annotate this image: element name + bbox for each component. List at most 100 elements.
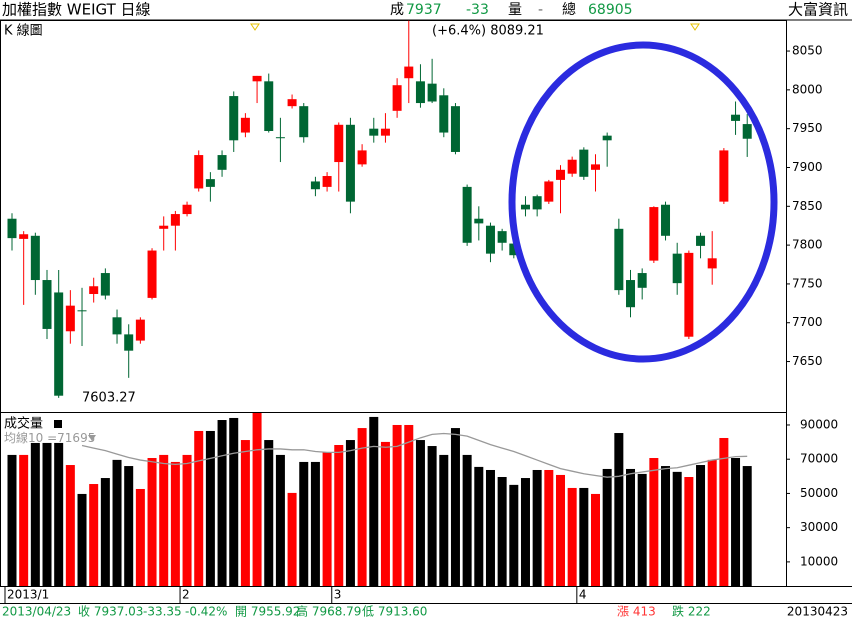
candle-body xyxy=(509,243,519,256)
volume-bar xyxy=(89,484,99,586)
footer-item: 開 7955.92 xyxy=(235,605,300,619)
ma-line xyxy=(81,432,748,478)
volume-bar xyxy=(392,424,402,586)
quote-item: 7937 xyxy=(406,2,442,18)
y-tick-label: 7950 xyxy=(792,121,823,135)
candle-body xyxy=(54,292,64,396)
volume-bar xyxy=(54,442,64,586)
volume-bar xyxy=(439,454,449,586)
footer-date: 2013/04/23 xyxy=(2,605,71,619)
candle-body xyxy=(147,250,157,298)
volume-bar xyxy=(485,469,495,586)
volume-bar xyxy=(731,458,741,586)
quote-item: 成 xyxy=(390,2,404,18)
candle-body xyxy=(135,319,145,341)
candle-body xyxy=(707,258,717,269)
candle-body xyxy=(602,135,612,141)
volume-bar xyxy=(532,469,542,586)
footer-item: 高 7968.79 xyxy=(296,604,361,619)
volume-bar xyxy=(614,433,624,586)
plot: 7650 7700 7750 7800 7850 7900 7950 8000 8050 2013… xyxy=(4,20,838,603)
volume-bar xyxy=(345,440,355,586)
volume-bar xyxy=(369,416,379,586)
volume-bar xyxy=(322,452,332,586)
y-tick-label: 10000 xyxy=(800,554,838,568)
candle-body xyxy=(19,234,29,239)
volume-bar xyxy=(252,413,262,586)
candle-body xyxy=(30,235,40,281)
candle-body xyxy=(380,128,390,136)
candle-body xyxy=(672,253,682,284)
x-tick-label: 3 xyxy=(334,588,342,602)
candle-body xyxy=(159,225,169,229)
candle-body xyxy=(310,181,320,190)
candle-body xyxy=(462,186,472,243)
candle-body xyxy=(252,75,262,82)
volume-bar xyxy=(474,466,484,586)
candle-body xyxy=(567,159,577,174)
candle-body xyxy=(731,114,741,121)
volume-bar xyxy=(7,454,17,586)
volume-bar xyxy=(287,492,297,586)
y-tick-label: 70000 xyxy=(800,452,838,466)
quote-item: -33 xyxy=(466,2,489,18)
candle-body xyxy=(450,106,460,152)
y-tick-label: 8050 xyxy=(792,44,823,58)
marker xyxy=(690,23,700,31)
volume-bar xyxy=(555,474,565,586)
volume-bar xyxy=(264,440,274,586)
price-title: K 線圖 xyxy=(4,23,43,39)
volume-bar xyxy=(170,461,180,586)
candle-body xyxy=(77,310,87,312)
candle-body xyxy=(626,280,636,308)
candle-body xyxy=(89,286,99,295)
volume-bar xyxy=(497,477,507,586)
volume-bar xyxy=(30,442,40,586)
candle-body xyxy=(544,181,554,202)
quote-item: 量 xyxy=(508,2,522,18)
candle-body xyxy=(170,214,180,226)
candle-body xyxy=(439,95,449,133)
volume-bar xyxy=(77,493,87,586)
candle-body xyxy=(369,128,379,136)
volume-bar xyxy=(415,440,425,586)
volume-bar xyxy=(100,478,110,586)
volume-bar xyxy=(427,446,437,586)
volume-bar xyxy=(135,488,145,586)
candle-body xyxy=(555,169,565,180)
brand: 大富資訊 xyxy=(788,1,848,19)
candle-body xyxy=(124,334,134,351)
volume-bar xyxy=(672,471,682,586)
candle-body xyxy=(194,155,204,189)
volume-bar xyxy=(661,466,671,586)
x-tick-label: 2013/1 xyxy=(7,588,49,602)
volume-bar xyxy=(567,487,577,586)
volume-bar xyxy=(404,424,414,586)
y-tick-label: 7750 xyxy=(792,276,823,290)
x-tick-label: 4 xyxy=(579,588,587,602)
candle-body xyxy=(392,85,402,111)
volume-panel xyxy=(0,412,787,587)
y-tick-label: 7900 xyxy=(792,160,823,174)
volume-bar xyxy=(742,466,752,586)
candle-body xyxy=(661,204,671,236)
candle-body xyxy=(357,150,367,165)
volume-bar xyxy=(450,428,460,586)
volume-bar xyxy=(124,466,134,586)
quote-item: 總 xyxy=(562,1,576,18)
marker xyxy=(88,435,96,441)
candle-body xyxy=(614,228,624,291)
candle-body xyxy=(485,225,495,254)
candle-body xyxy=(415,81,425,104)
candle-body xyxy=(42,280,52,329)
candle-body xyxy=(719,150,729,202)
x-tick-label: 2 xyxy=(182,588,190,602)
volume-bar xyxy=(159,454,169,586)
candle-body xyxy=(182,204,192,215)
candle-body xyxy=(696,235,706,246)
candle-body xyxy=(240,117,250,133)
candle-body xyxy=(742,124,752,139)
volume-title: 成交量 xyxy=(4,416,43,432)
volume-bar xyxy=(112,459,122,586)
